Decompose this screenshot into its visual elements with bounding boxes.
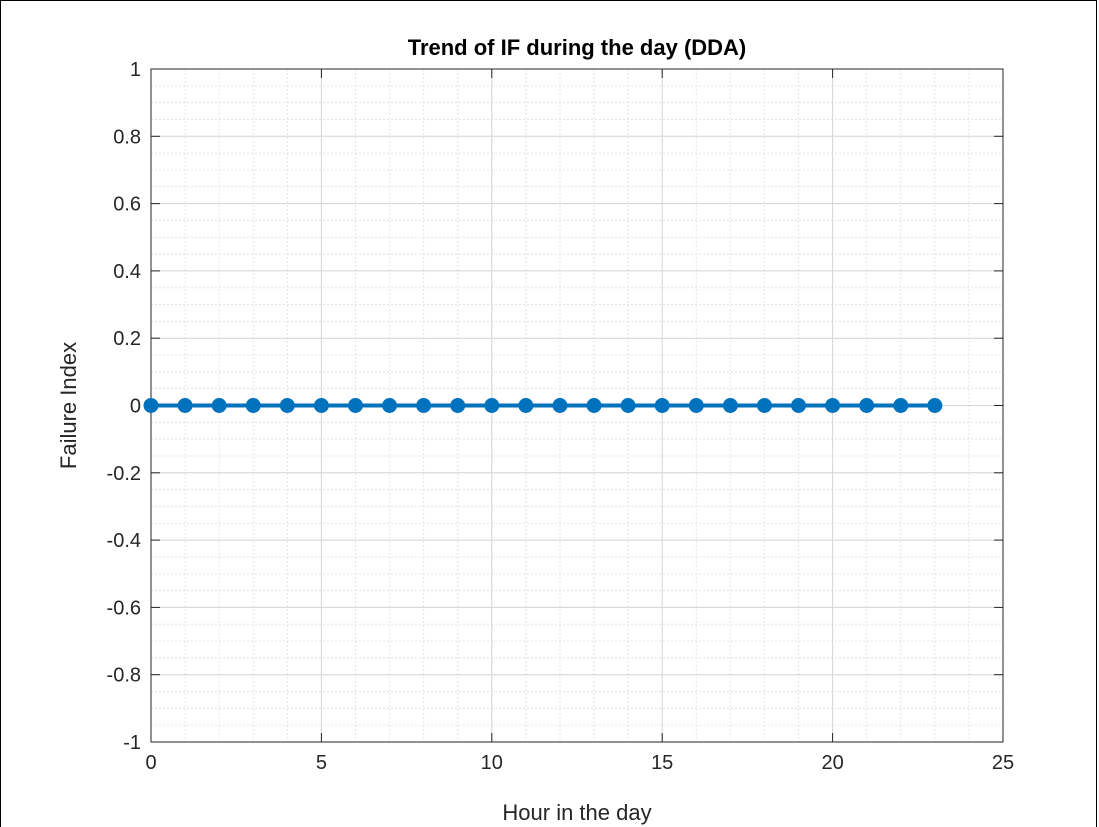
data-point [927, 398, 943, 413]
y-tick-label: -0.2 [107, 463, 141, 485]
y-tick-labels: -1 -0.8 -0.6 -0.4 -0.2 0 0.2 0.4 0.6 0.8 1 [107, 59, 141, 754]
y-tick-label: 0 [130, 396, 141, 418]
data-point [722, 398, 738, 413]
y-tick-label: 0.6 [113, 194, 141, 216]
data-point [279, 398, 295, 413]
data-point [791, 398, 807, 413]
x-tick-label: 20 [821, 752, 843, 774]
data-point [893, 398, 909, 413]
y-tick-label: -1 [123, 732, 141, 754]
data-point [620, 398, 636, 413]
y-tick-label: -0.4 [107, 530, 141, 552]
data-point [143, 398, 159, 413]
data-point [211, 398, 227, 413]
x-tick-labels: 0 5 10 15 20 25 [145, 752, 1014, 774]
data-point [484, 398, 500, 413]
y-tick-label: 1 [130, 59, 141, 81]
data-point [313, 398, 329, 413]
y-tick-label: 0.4 [113, 261, 141, 283]
y-tick-label: 0.2 [113, 328, 141, 350]
data-point [245, 398, 261, 413]
data-point [756, 398, 772, 413]
data-point [177, 398, 193, 413]
data-point [688, 398, 704, 413]
y-axis-label: Failure Index [56, 342, 81, 469]
data-point [552, 398, 568, 413]
data-point [347, 398, 363, 413]
data-point [859, 398, 875, 413]
y-tick-label: -0.6 [107, 597, 141, 619]
data-point [654, 398, 670, 413]
data-point [586, 398, 602, 413]
x-tick-label: 5 [316, 752, 327, 774]
x-tick-label: 0 [145, 752, 156, 774]
data-point [518, 398, 534, 413]
x-tick-label: 15 [651, 752, 673, 774]
y-tick-label: -0.8 [107, 665, 141, 687]
y-tick-label: 0.8 [113, 126, 141, 148]
tick-marks [150, 68, 1004, 743]
data-point [450, 398, 466, 413]
chart-title: Trend of IF during the day (DDA) [408, 35, 747, 60]
x-tick-label: 25 [992, 752, 1014, 774]
x-tick-label: 10 [481, 752, 503, 774]
data-point [382, 398, 398, 413]
data-point [825, 398, 841, 413]
data-point [416, 398, 432, 413]
x-axis-label: Hour in the day [502, 800, 651, 825]
series-group [143, 398, 943, 413]
